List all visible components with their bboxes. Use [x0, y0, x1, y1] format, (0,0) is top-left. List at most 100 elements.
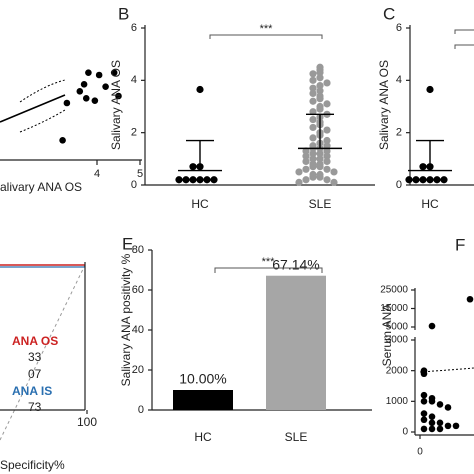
point	[323, 126, 331, 134]
point	[309, 108, 317, 116]
point	[452, 422, 460, 430]
point	[316, 173, 324, 181]
point	[80, 81, 88, 88]
point	[323, 79, 331, 87]
error-bar	[186, 139, 214, 171]
point	[420, 425, 428, 433]
point	[420, 416, 428, 424]
significance-bracket	[209, 34, 323, 39]
y-tick-label: 3000	[386, 335, 409, 346]
point	[419, 176, 427, 184]
point	[309, 89, 317, 98]
x-tick-label: HC	[194, 430, 212, 444]
y-tick-label: 2	[396, 127, 402, 139]
confidence-band	[19, 79, 66, 133]
point	[330, 178, 338, 186]
point	[203, 176, 211, 184]
y-tick-label: 20	[132, 364, 144, 376]
y-axis-title: Serum ANA	[380, 304, 394, 367]
bar	[173, 390, 233, 410]
point	[412, 176, 420, 184]
bar	[266, 275, 326, 410]
legend-label: ANA OS	[12, 334, 58, 348]
legend-value: 73	[28, 400, 42, 414]
x-tick-label: SLE	[285, 430, 308, 444]
panel-label: F	[455, 235, 465, 254]
point	[309, 173, 317, 181]
diagonal	[0, 264, 86, 441]
point	[316, 68, 324, 77]
point	[115, 92, 122, 100]
point	[182, 176, 190, 184]
point	[302, 176, 310, 184]
point	[302, 157, 310, 166]
point	[189, 176, 197, 184]
panel-label: C	[383, 4, 395, 23]
point	[309, 155, 317, 163]
y-tick-label: 4	[396, 74, 402, 86]
point	[466, 295, 474, 303]
legend-value: 33	[28, 350, 42, 364]
point	[316, 163, 324, 171]
y-tick-label: 6	[396, 22, 402, 34]
point	[420, 410, 428, 417]
error-bar	[306, 113, 334, 149]
point	[295, 178, 303, 186]
point	[295, 168, 303, 176]
error-bar	[416, 139, 444, 171]
point	[309, 115, 317, 124]
value-label: 67.14%	[272, 256, 319, 272]
point	[309, 163, 317, 171]
point	[428, 322, 436, 330]
point	[316, 81, 324, 90]
significance-label: ***	[260, 23, 274, 35]
point	[316, 105, 324, 113]
x-tick-label: 4	[94, 168, 100, 180]
point	[302, 152, 310, 160]
y-tick-label: 0	[131, 179, 137, 191]
point	[323, 176, 331, 184]
point	[309, 97, 317, 105]
point	[95, 71, 103, 79]
y-tick-label: 25000	[380, 285, 408, 296]
point	[316, 155, 324, 163]
point	[436, 401, 444, 408]
legend-value: 07	[28, 367, 42, 381]
point	[419, 163, 427, 171]
y-tick-label: 0	[396, 179, 402, 191]
point	[323, 157, 331, 166]
point	[436, 419, 444, 427]
point	[323, 152, 331, 160]
y-tick-label: 2	[131, 127, 137, 139]
point	[420, 391, 428, 399]
point	[428, 419, 436, 427]
point	[405, 176, 413, 184]
point	[302, 147, 310, 155]
x-tick-label: 100	[77, 415, 97, 429]
x-tick-label: 5	[137, 168, 143, 180]
point	[323, 142, 331, 150]
point	[175, 176, 183, 184]
significance-label: ***	[262, 256, 276, 268]
y-tick-label: 40	[132, 324, 144, 336]
y-tick-label: 0	[138, 404, 144, 416]
x-axis-title: alivary ANA OS	[0, 180, 82, 194]
trend-line	[419, 367, 474, 373]
point	[330, 168, 338, 176]
point	[420, 398, 428, 405]
value-label: 10.00%	[179, 371, 226, 387]
point	[433, 176, 441, 184]
legend-label: ANA IS	[12, 384, 52, 398]
y-tick-label: 0	[402, 427, 408, 438]
point	[323, 165, 331, 173]
point	[309, 76, 317, 84]
point	[426, 176, 434, 184]
point	[428, 398, 436, 405]
significance-bracket	[214, 267, 323, 273]
point	[323, 100, 331, 108]
point	[91, 97, 99, 104]
point	[428, 413, 436, 420]
y-axis-title: Salivary ANA OS	[377, 60, 391, 150]
point	[323, 136, 331, 145]
y-axis-title: Salivary ANA OS	[109, 60, 123, 150]
